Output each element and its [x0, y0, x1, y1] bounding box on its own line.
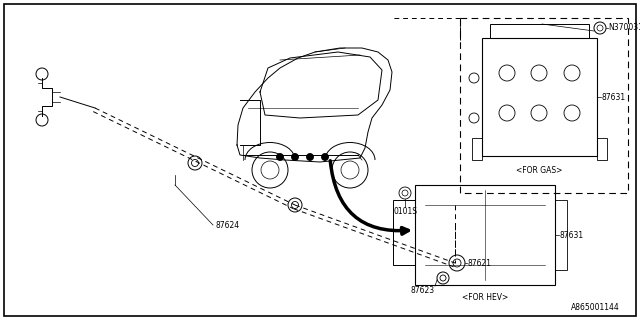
- Text: 87631: 87631: [559, 230, 583, 239]
- Bar: [460, 18, 628, 193]
- Bar: [472, 138, 482, 160]
- Text: 0101S: 0101S: [393, 207, 417, 216]
- Text: A865001144: A865001144: [572, 303, 620, 312]
- Text: 87623: 87623: [411, 286, 435, 295]
- Text: <FOR GAS>: <FOR GAS>: [516, 166, 562, 175]
- Bar: [490, 24, 589, 38]
- Bar: [597, 138, 607, 160]
- Text: 87624: 87624: [215, 220, 239, 229]
- FancyArrowPatch shape: [330, 161, 408, 234]
- Bar: [482, 38, 597, 156]
- Circle shape: [276, 154, 284, 161]
- Bar: [555, 200, 567, 270]
- Circle shape: [291, 154, 298, 161]
- Text: <FOR HEV>: <FOR HEV>: [462, 293, 508, 302]
- Circle shape: [321, 154, 328, 161]
- Circle shape: [307, 154, 314, 161]
- Bar: [393, 200, 415, 265]
- Text: N370031: N370031: [608, 23, 640, 33]
- Text: 87621: 87621: [467, 259, 491, 268]
- Text: 87631: 87631: [601, 92, 625, 101]
- Bar: [415, 185, 555, 285]
